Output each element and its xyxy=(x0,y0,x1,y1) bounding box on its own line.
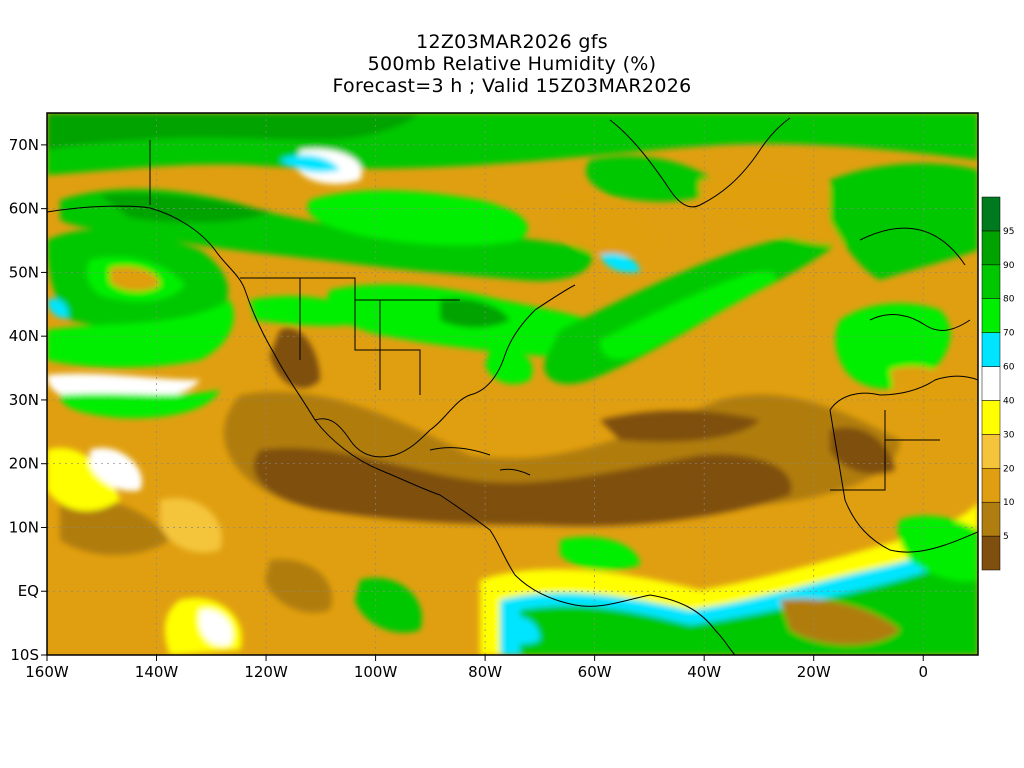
x-tick-label: 80W xyxy=(468,663,502,681)
y-axis: 70N 60N 50N 40N 30N 20N 10N EQ 10S xyxy=(9,136,47,664)
colorbar-label: 90 xyxy=(1003,261,1015,271)
very-dry-patch-baja xyxy=(270,328,320,389)
y-tick-label: 60N xyxy=(9,200,39,218)
y-tick-label: 10N xyxy=(9,518,39,536)
us-west-band xyxy=(250,296,380,326)
graticule xyxy=(47,113,978,655)
canada-dark-band xyxy=(100,193,270,223)
title-field: 500mb Relative Humidity (%) xyxy=(367,53,657,75)
colorbar-swatch xyxy=(981,400,1001,435)
white-patch-2 xyxy=(199,609,233,646)
colorbar-swatch xyxy=(981,332,1001,367)
map-frame xyxy=(46,112,979,656)
cyan-patch-3 xyxy=(47,298,69,319)
x-tick-label: 120W xyxy=(244,663,288,681)
great-lakes-dark xyxy=(440,298,510,328)
x-tick-label: 100W xyxy=(354,663,398,681)
cyan-patch-2 xyxy=(600,253,640,273)
colorbar-swatch xyxy=(981,196,1001,232)
colorbar-label: 10 xyxy=(1003,498,1015,508)
americas-coast xyxy=(47,205,736,655)
dry-patch-pacific xyxy=(60,497,170,555)
us-state-lines xyxy=(240,277,460,395)
dry-south-atl xyxy=(780,598,900,645)
cyan-patch-1 xyxy=(280,154,340,173)
gulf-east-coast xyxy=(314,284,576,458)
npac-band xyxy=(47,300,234,368)
africa-coast xyxy=(829,375,978,553)
x-tick-label: 60W xyxy=(578,663,612,681)
title-forecast: Forecast=3 h ; Valid 15Z03MAR2026 xyxy=(332,75,692,97)
greenland-green xyxy=(586,156,720,202)
colorbar-label: 40 xyxy=(1003,396,1015,406)
labrador-dry xyxy=(558,197,660,256)
white-patch-1 xyxy=(90,448,142,491)
light-dry-patch-1 xyxy=(160,498,222,553)
cyan-patch-4 xyxy=(500,616,540,644)
colorbar-swatch xyxy=(981,298,1001,333)
colorbar-swatch xyxy=(981,434,1001,469)
europe-green xyxy=(830,163,978,280)
green-patch-epac xyxy=(355,578,422,633)
x-tick-label: 140W xyxy=(135,663,179,681)
hudson-green xyxy=(307,190,528,246)
humidity-field xyxy=(47,113,978,655)
colorbar: 5 10 20 30 40 60 70 80 90 95 xyxy=(981,196,1015,571)
x-tick-label: 160W xyxy=(25,663,69,681)
colorbar-label: 5 xyxy=(1003,532,1009,542)
y-tick-label: 40N xyxy=(9,327,39,345)
very-dry-band xyxy=(253,447,792,527)
colorbar-swatch xyxy=(981,501,1001,537)
colorbar-swatch xyxy=(981,535,1001,571)
x-tick-label: 0 xyxy=(918,663,928,681)
greenland-coast xyxy=(609,117,791,208)
field-blobs xyxy=(47,113,978,655)
x-axis: 160W 140W 120W 100W 80W 60W 40W 20W 0 xyxy=(25,655,928,681)
colorbar-swatch xyxy=(981,264,1001,299)
very-dry-patch-atlantic xyxy=(600,410,760,442)
colorbar-label: 70 xyxy=(1003,329,1015,339)
y-tick-label: 70N xyxy=(9,136,39,154)
npac-green-band-2 xyxy=(60,390,220,419)
n-africa-dry xyxy=(890,366,960,411)
colorbar-label: 60 xyxy=(1003,363,1015,373)
map-title: 12Z03MAR2026 gfs 500mb Relative Humidity… xyxy=(0,31,1024,97)
europe-coast xyxy=(859,227,971,331)
w-africa-green xyxy=(898,515,978,582)
dry-patch-epac xyxy=(265,559,332,613)
atlantic-light-band xyxy=(600,271,777,360)
colorbar-swatch xyxy=(981,468,1001,503)
coastlines xyxy=(47,117,978,655)
y-tick-label: 30N xyxy=(9,391,39,409)
y-tick-label: 50N xyxy=(9,263,39,281)
us-east-coast-moist xyxy=(485,349,533,385)
africa-borders xyxy=(830,410,940,491)
colorbar-swatch xyxy=(981,366,1001,401)
arctic-dark-green xyxy=(47,113,420,150)
colorbar-label: 80 xyxy=(1003,295,1015,305)
caribbean-islands xyxy=(429,447,531,476)
x-tick-label: 40W xyxy=(687,663,721,681)
colorbar-label: 95 xyxy=(1003,227,1014,237)
y-tick-label: EQ xyxy=(18,582,39,600)
colorbar-label: 30 xyxy=(1003,430,1015,440)
very-dry-patch-africa xyxy=(830,427,895,474)
y-tick-label: 10S xyxy=(10,646,39,664)
title-run: 12Z03MAR2026 gfs xyxy=(416,31,608,53)
y-tick-label: 20N xyxy=(9,455,39,473)
npac-dry-core xyxy=(110,266,160,292)
x-tick-label: 20W xyxy=(797,663,831,681)
green-patch-amazon xyxy=(560,536,640,571)
colorbar-label: 20 xyxy=(1003,464,1015,474)
colorbar-swatch xyxy=(981,230,1001,266)
